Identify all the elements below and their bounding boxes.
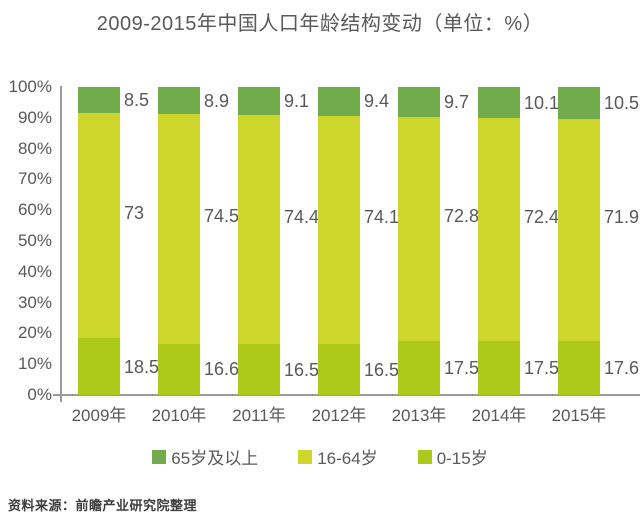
value-label: 74.4 (284, 206, 320, 227)
x-axis-label: 2015年 (551, 406, 607, 425)
y-tick-label: 80% (17, 138, 52, 158)
y-tick-label: 20% (17, 323, 52, 343)
legend-item-16-64: 16-64岁 (298, 444, 378, 469)
value-label: 73 (124, 202, 145, 223)
x-axis-line (53, 394, 640, 396)
value-label: 8.5 (124, 90, 150, 111)
value-label: 9.4 (364, 91, 390, 112)
bar-segment (478, 341, 520, 395)
value-label: 74.1 (364, 207, 400, 228)
x-axis-label: 2013年 (391, 406, 447, 425)
value-label: 17.5 (444, 358, 480, 379)
bar-segment (398, 341, 440, 395)
value-label: 72.4 (524, 206, 560, 227)
y-tick-label: 90% (17, 107, 52, 127)
value-label: 10.1 (524, 92, 560, 113)
value-label: 16.6 (204, 359, 240, 380)
legend-swatch-16-64 (298, 449, 313, 464)
bar-segment (238, 87, 280, 116)
value-label: 9.1 (284, 91, 310, 111)
bar-segment (398, 116, 440, 342)
value-label: 72.8 (444, 205, 480, 226)
y-axis-line (60, 86, 62, 402)
legend: 65岁及以上 16-64岁 0-15岁 (0, 444, 640, 469)
y-tick-label: 100% (8, 77, 52, 96)
x-axis-label: 2011年 (232, 406, 286, 425)
legend-item-0-15: 0-15岁 (417, 444, 488, 469)
bar-segment (478, 87, 520, 119)
value-label: 17.6 (604, 357, 640, 378)
bar-segment (398, 87, 440, 117)
value-label: 18.5 (124, 356, 160, 377)
x-axis-label: 2010年 (151, 406, 207, 425)
legend-swatch-65plus (152, 449, 167, 464)
x-axis-label: 2014年 (471, 406, 527, 425)
chart-title: 2009-2015年中国人口年龄结构变动（单位：%） (96, 13, 544, 35)
bar-segment (158, 343, 200, 395)
value-label: 17.5 (524, 358, 560, 379)
legend-label-65plus: 65岁及以上 (171, 449, 259, 468)
y-tick-label: 60% (17, 200, 52, 220)
bar-segment (78, 338, 120, 395)
y-tick-label: 40% (17, 261, 52, 281)
value-label: 71.9 (604, 207, 640, 228)
bar-segment (158, 114, 200, 344)
legend-swatch-0-15 (417, 449, 432, 464)
bar-segment (238, 344, 280, 395)
y-tick-label: 10% (17, 354, 52, 374)
y-tick-label: 50% (17, 231, 52, 250)
bar-segment (478, 118, 520, 342)
bar-segment (78, 113, 120, 338)
legend-item-65plus: 65岁及以上 (152, 444, 258, 469)
bar-segment (238, 115, 280, 345)
value-label: 10.5 (604, 93, 640, 114)
value-label: 8.9 (204, 90, 230, 111)
bar-segment (318, 344, 360, 395)
value-label: 9.7 (444, 91, 470, 112)
value-label: 74.5 (204, 206, 240, 227)
legend-label-16-64: 16-64岁 (317, 449, 378, 468)
plot-area: 0% 10% 20% 30% 40% 50% 60% 70% 80% 90% 100% 18.5 73 8… (8, 77, 640, 425)
y-tick-label: 70% (17, 169, 52, 189)
bar-segment (558, 340, 600, 395)
source-note: 资料来源：前瞻产业研究院整理 (8, 498, 198, 513)
value-label: 16.5 (284, 359, 320, 380)
bar-segment (78, 87, 120, 114)
y-tick-label: 30% (17, 292, 52, 312)
value-label: 16.5 (364, 359, 400, 380)
x-axis-label: 2012年 (311, 406, 367, 425)
bar-segment (158, 87, 200, 115)
bar-segment (318, 115, 360, 345)
bar-segment (318, 87, 360, 116)
x-axis-label: 2009年 (71, 406, 127, 425)
legend-label-0-15: 0-15岁 (436, 449, 488, 468)
bar-segment (558, 119, 600, 341)
bar-segment (558, 87, 600, 120)
y-tick-label: 0% (27, 385, 52, 404)
